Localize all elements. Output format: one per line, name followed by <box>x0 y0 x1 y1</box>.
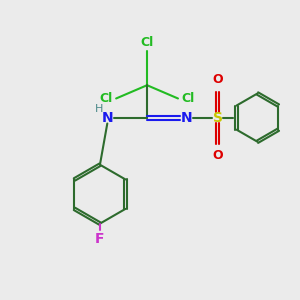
Text: O: O <box>212 73 223 86</box>
Text: H: H <box>95 104 103 114</box>
Text: O: O <box>212 149 223 162</box>
Text: N: N <box>101 111 113 124</box>
Text: F: F <box>95 232 105 246</box>
Text: S: S <box>213 111 223 124</box>
Text: N: N <box>181 111 193 124</box>
Text: Cl: Cl <box>99 92 112 105</box>
Text: Cl: Cl <box>140 36 154 49</box>
Text: Cl: Cl <box>182 92 195 105</box>
